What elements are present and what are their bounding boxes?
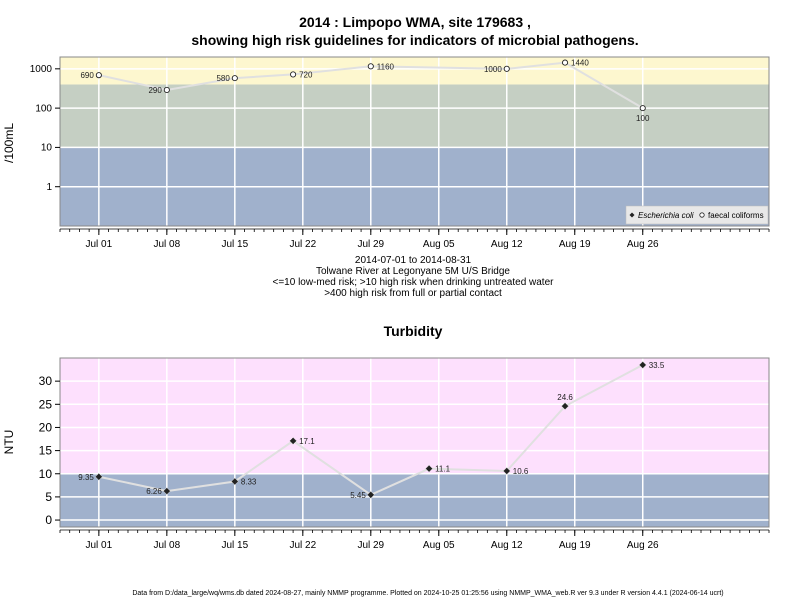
- chart1-xtick-label-8: Aug 26: [627, 239, 659, 250]
- chart1-xtick-label-5: Aug 05: [423, 239, 455, 250]
- chart2-frame: [59, 357, 770, 528]
- chart1-point-3: [290, 71, 297, 78]
- chart1-point-5: [503, 65, 510, 72]
- chart2-ytick-label-1: 5: [45, 490, 52, 504]
- chart2-data-label-6: 10.6: [513, 467, 529, 476]
- chart1-title-line1: 2014 : Limpopo WMA, site 179683 ,: [299, 14, 531, 30]
- chart1-point-0: [95, 72, 102, 79]
- chart2-xtick-label-0: Jul 01: [86, 540, 113, 551]
- chart2-point-6: [502, 467, 511, 475]
- chart2-plot: 0 5 10 15 20 25 30 Jul 01 Jul 08 Jul 15 Jul 22 Jul …: [39, 357, 770, 551]
- chart2-ytick-label-6: 30: [39, 374, 53, 388]
- caption-line-2: Tolwane River at Legonyane 5M U/S Bridge: [316, 266, 510, 277]
- chart1-legend-label-1: faecal coliforms: [708, 211, 764, 220]
- caption-line-1: 2014-07-01 to 2014-08-31: [355, 255, 472, 266]
- chart1-xtick-label-1: Jul 08: [153, 239, 180, 250]
- chart1-point-1: [163, 86, 170, 94]
- chart2-point-5: [425, 464, 433, 473]
- chart2-band-0: [60, 473, 769, 527]
- chart2-ytick-label-3: 15: [39, 444, 53, 458]
- chart2-data-label-7: 24.6: [557, 393, 573, 402]
- chart1-legend-marker-1: [699, 212, 705, 218]
- chart1-legend-label-0: Escherichia coli: [638, 211, 694, 220]
- chart1-point-6: [561, 59, 569, 66]
- chart2-ytick-label-0: 0: [45, 513, 52, 527]
- chart1-xtick-label-0: Jul 01: [86, 239, 113, 250]
- chart2-xtick-label-1: Jul 08: [153, 540, 180, 551]
- footer-note: Data from D:/data_large/wq/wms.db dated …: [132, 590, 723, 597]
- chart2-data-label-4: 5.45: [350, 491, 366, 500]
- chart2-data-label-1: 6.26: [146, 487, 162, 496]
- chart2-point-2: [230, 477, 239, 486]
- chart1-data-label-6: 1440: [571, 59, 589, 68]
- chart1-xtick-label-3: Jul 22: [289, 239, 316, 250]
- chart1-ytick-label-0: 1: [46, 182, 52, 193]
- chart2-ytick-label-5: 25: [39, 397, 53, 411]
- chart2-band-1: [60, 358, 769, 474]
- chart1-frame: [59, 56, 770, 227]
- chart1-legend-marker-0: [629, 212, 635, 218]
- caption-line-3: <=10 low-med risk; >10 high risk when dr…: [273, 277, 555, 288]
- chart2-xtick-label-5: Aug 05: [423, 540, 455, 551]
- chart2-point-8: [638, 361, 647, 369]
- chart1-xtick-label-7: Aug 19: [559, 239, 591, 250]
- chart2-ylabel: NTU: [2, 430, 16, 455]
- chart1-ylabel: /100mL: [2, 123, 16, 163]
- chart1-legend-box: [625, 205, 769, 225]
- chart1-data-label-5: 1000: [484, 65, 502, 74]
- chart2-ytick-label-4: 20: [39, 420, 53, 434]
- chart2-xtick-label-3: Jul 22: [289, 540, 316, 551]
- chart2-data-label-5: 11.1: [435, 465, 451, 474]
- chart2-point-3: [289, 437, 297, 445]
- chart2-point-0: [94, 472, 103, 481]
- chart2-data-label-2: 8.33: [241, 477, 257, 486]
- chart2-data-label-3: 17.1: [299, 437, 315, 446]
- chart1-band-2: [60, 57, 769, 85]
- chart1-point-4: [367, 63, 374, 70]
- chart2-title: Turbidity: [384, 323, 443, 339]
- chart1-xtick-label-2: Jul 15: [221, 239, 248, 250]
- chart2-data-label-0: 9.35: [78, 473, 94, 482]
- caption-line-4: >400 high risk from full or partial cont…: [324, 288, 502, 299]
- chart2-data-label-8: 33.5: [649, 361, 665, 370]
- chart1-plot: 1 10 100 1000 Jul 01 Jul 08 Jul 15 Jul 22 Jul 29…: [30, 56, 770, 250]
- chart2-point-1: [162, 487, 171, 495]
- chart2-xtick-label-8: Aug 26: [627, 540, 659, 551]
- chart2-point-4: [366, 490, 375, 499]
- chart1-data-label-7: 100: [636, 114, 650, 123]
- chart1-title-line2: showing high risk guidelines for indicat…: [191, 32, 638, 48]
- chart1-point-2: [231, 75, 238, 82]
- chart1-ytick-label-1: 10: [41, 143, 53, 154]
- chart1-xtick-label-4: Jul 29: [357, 239, 384, 250]
- chart1-data-label-2: 580: [216, 74, 230, 83]
- chart1-ytick-label-2: 100: [35, 103, 52, 114]
- chart2-xtick-label-2: Jul 15: [221, 540, 248, 551]
- chart1-data-label-3: 720: [299, 70, 313, 79]
- chart2-point-7: [561, 402, 569, 411]
- chart1-data-label-1: 290: [148, 86, 162, 95]
- chart1-band-1: [60, 84, 769, 148]
- chart2-xtick-label-7: Aug 19: [559, 540, 591, 551]
- chart1-xtick-label-6: Aug 12: [491, 239, 523, 250]
- chart2-xtick-label-4: Jul 29: [357, 540, 384, 551]
- chart1-ytick-label-3: 1000: [30, 64, 53, 75]
- chart1-data-label-4: 1160: [377, 62, 395, 71]
- chart2-ytick-label-2: 10: [39, 467, 53, 481]
- chart2-xtick-label-6: Aug 12: [491, 540, 523, 551]
- chart1-series-line-0: [98, 61, 644, 109]
- chart1-data-label-0: 690: [80, 71, 94, 80]
- chart1-point-7: [639, 105, 646, 112]
